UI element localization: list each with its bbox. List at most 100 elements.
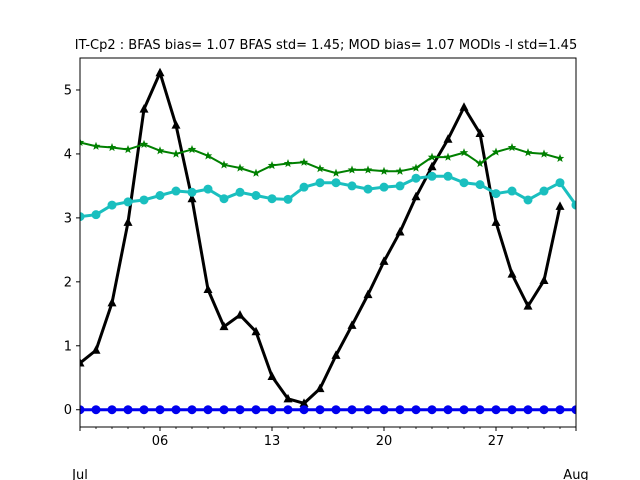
data-point — [203, 284, 213, 294]
data-point — [459, 178, 469, 188]
data-point — [411, 405, 421, 415]
data-point — [331, 405, 341, 415]
data-point — [299, 182, 309, 192]
data-point — [571, 200, 576, 210]
x-month-label: Aug — [563, 468, 588, 480]
data-point — [491, 147, 501, 156]
data-point — [347, 181, 357, 191]
data-point — [139, 195, 149, 205]
data-point — [443, 134, 453, 143]
data-point — [80, 405, 85, 415]
data-point — [555, 153, 565, 163]
data-point — [459, 405, 469, 415]
data-point — [267, 371, 277, 380]
data-point — [123, 405, 133, 415]
data-point — [219, 405, 229, 415]
data-point — [443, 152, 453, 161]
data-point — [411, 163, 421, 172]
data-point — [235, 310, 245, 319]
data-point — [475, 405, 485, 415]
series-2 — [80, 137, 565, 177]
data-point — [411, 173, 421, 183]
x-tick-label: 20 — [376, 434, 393, 449]
data-point — [347, 320, 357, 329]
data-point — [539, 275, 549, 285]
data-point — [123, 217, 133, 226]
data-point — [475, 128, 485, 137]
data-point — [219, 160, 229, 169]
data-point — [107, 297, 117, 307]
data-point — [187, 144, 197, 154]
data-point — [267, 160, 277, 170]
data-point — [491, 405, 501, 415]
data-point — [283, 393, 293, 403]
data-point — [80, 212, 85, 222]
data-point — [507, 405, 517, 415]
data-point — [267, 405, 277, 415]
data-point — [299, 157, 309, 166]
data-point — [555, 201, 565, 210]
data-point — [251, 190, 261, 200]
data-point — [443, 405, 453, 415]
data-point — [171, 120, 181, 129]
data-point — [555, 405, 565, 415]
data-point — [171, 149, 181, 158]
data-point — [459, 102, 469, 111]
data-point — [347, 165, 357, 174]
y-tick-label: 4 — [64, 147, 72, 162]
data-point — [107, 405, 117, 415]
data-point — [507, 186, 517, 196]
data-point — [251, 168, 261, 177]
data-point — [283, 159, 293, 168]
data-point — [507, 143, 517, 152]
data-point — [139, 139, 149, 148]
data-point — [123, 197, 133, 207]
data-point — [379, 166, 389, 175]
data-point — [155, 146, 165, 155]
data-point — [187, 405, 197, 415]
data-point — [379, 405, 389, 415]
data-point — [523, 148, 533, 157]
data-point — [395, 226, 405, 236]
data-point — [139, 405, 149, 415]
data-point — [539, 405, 549, 415]
data-point — [347, 405, 357, 415]
data-point — [395, 181, 405, 191]
data-point — [315, 383, 325, 393]
data-point — [283, 405, 293, 415]
data-point — [427, 161, 437, 171]
series-1 — [80, 171, 576, 222]
x-tick-label: 06 — [152, 434, 169, 449]
data-point — [459, 148, 469, 157]
data-point — [219, 321, 229, 331]
data-point — [475, 180, 485, 190]
x-tick-label: 13 — [264, 434, 281, 449]
data-point — [443, 171, 453, 181]
data-point — [171, 186, 181, 196]
series-layer — [80, 67, 576, 415]
data-point — [251, 326, 261, 336]
x-tick-label: 27 — [488, 434, 505, 449]
data-point — [203, 405, 213, 415]
data-point — [395, 166, 405, 175]
series-0 — [80, 67, 565, 407]
data-point — [331, 350, 341, 359]
data-point — [363, 289, 373, 299]
data-point — [107, 200, 117, 210]
series-0-line — [80, 71, 562, 405]
data-point — [315, 178, 325, 188]
series-3 — [80, 405, 576, 415]
data-point — [555, 178, 565, 188]
axes-layer: 06 13 20 27 Jul Aug 0 1 2 3 4 5 — [64, 83, 589, 480]
data-point — [523, 405, 533, 415]
data-point — [331, 178, 341, 188]
data-point — [363, 184, 373, 194]
data-point — [427, 152, 437, 161]
data-point — [523, 195, 533, 205]
data-point — [155, 405, 165, 415]
data-point — [363, 165, 373, 174]
data-point — [91, 141, 101, 150]
data-point — [315, 405, 325, 415]
data-point — [475, 159, 485, 168]
data-point — [331, 168, 341, 177]
